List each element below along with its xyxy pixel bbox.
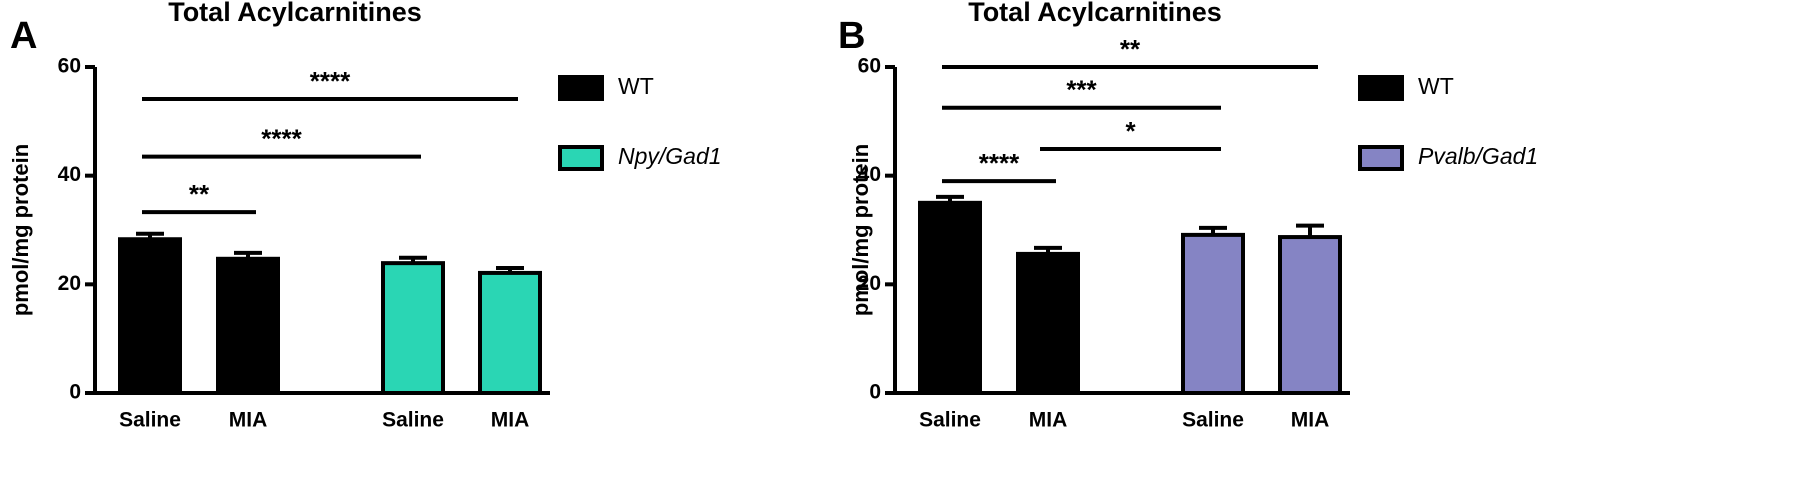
x-tick-label: Saline — [382, 409, 444, 432]
x-tick-label: MIA — [229, 409, 268, 432]
legend-label: WT — [1418, 73, 1454, 99]
bar — [1016, 251, 1080, 395]
significance-label: ** — [189, 179, 210, 209]
bar — [381, 261, 445, 396]
legend-label: WT — [618, 73, 654, 99]
y-tick-label: 60 — [858, 55, 881, 78]
y-tick-label: 20 — [58, 272, 81, 295]
significance-label: *** — [1066, 75, 1097, 105]
y-tick-label: 0 — [869, 381, 881, 404]
significance-label: ** — [1120, 34, 1141, 64]
bar — [478, 270, 542, 396]
x-tick-label: Saline — [119, 409, 181, 432]
significance-label: **** — [261, 124, 302, 154]
y-tick-label: 40 — [858, 163, 881, 186]
legend-swatch — [1358, 145, 1404, 171]
x-tick-label: Saline — [919, 409, 981, 432]
legend-label: Npy/Gad1 — [618, 143, 722, 169]
significance-label: **** — [979, 148, 1020, 178]
x-tick-label: MIA — [1029, 409, 1068, 432]
y-axis-label: pmol/mg protein — [848, 144, 873, 316]
y-tick-label: 0 — [69, 381, 81, 404]
legend-swatch — [558, 145, 604, 171]
chart-title: Total Acylcarnitines — [168, 0, 422, 27]
panel-label: A — [10, 15, 37, 57]
bar — [216, 256, 280, 395]
bar — [918, 200, 982, 395]
legend-label: Pvalb/Gad1 — [1418, 143, 1538, 169]
chart-title: Total Acylcarnitines — [968, 0, 1222, 27]
y-axis-label: pmol/mg protein — [8, 144, 33, 316]
significance-label: **** — [310, 66, 351, 96]
y-tick-label: 20 — [858, 272, 881, 295]
legend-swatch — [1358, 75, 1404, 101]
bar — [118, 237, 182, 395]
bar — [1181, 232, 1245, 395]
legend-swatch — [558, 75, 604, 101]
x-tick-label: MIA — [1291, 409, 1330, 432]
x-tick-label: MIA — [491, 409, 530, 432]
y-tick-label: 60 — [58, 55, 81, 78]
y-tick-label: 40 — [58, 163, 81, 186]
panel-label: B — [838, 15, 865, 57]
bar — [1278, 235, 1342, 395]
x-tick-label: Saline — [1182, 409, 1244, 432]
significance-label: * — [1125, 116, 1136, 146]
